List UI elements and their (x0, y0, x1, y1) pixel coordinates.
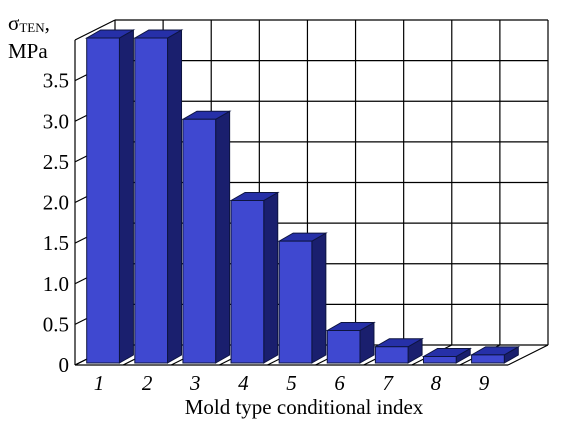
y-tick-label-7: 3.5 (43, 69, 69, 93)
bar-side-face (311, 232, 327, 364)
y-tick-label-5: 2.5 (43, 150, 69, 174)
gridline-floor-9 (507, 344, 549, 366)
y-tick-label-2: 1.0 (43, 272, 69, 296)
x-axis-title: Mold type conditional index (185, 395, 424, 419)
x-tick-label-1: 1 (94, 371, 105, 395)
bar-front-face (230, 200, 265, 364)
x-tick-label-7: 7 (382, 371, 394, 395)
labels-layer: 0 0.5 1.0 1.5 2.0 2.5 3.0 3.5 1 2 3 4 5 6 7 8 9 (43, 69, 490, 395)
x-tick-label-3: 3 (189, 371, 201, 395)
y-tick-label-1: 0.5 (43, 312, 69, 336)
bar-5 (277, 232, 328, 364)
x-tick-label-9: 9 (479, 371, 490, 395)
y-tick-label-0: 0 (59, 353, 70, 377)
bar-front-face (374, 346, 409, 364)
y-axis-title: σTEN, (8, 11, 50, 35)
bar-front-face (422, 356, 457, 364)
bar-side-face (167, 29, 183, 364)
side-wall-depth-8 (74, 19, 116, 41)
bar-2 (132, 29, 184, 364)
x-tick-label-5: 5 (286, 371, 297, 395)
bar-front-face (134, 37, 169, 364)
x-tick-label-2: 2 (142, 371, 153, 395)
bar-7 (373, 337, 424, 364)
bar-front-face (182, 118, 217, 364)
bars-layer (84, 29, 521, 364)
bar-side-face (118, 29, 134, 364)
x-tick-label-4: 4 (238, 371, 249, 395)
bar-front-face (86, 37, 120, 364)
bar-side-face (263, 191, 279, 364)
bar-1 (84, 29, 136, 364)
bar-front-face (326, 330, 361, 364)
bar-front-face (278, 240, 313, 364)
bar-6 (325, 321, 376, 364)
bar-8 (421, 347, 473, 364)
y-tick-label-6: 3.0 (43, 109, 69, 133)
bar-front-face (471, 354, 505, 364)
x-tick-label-8: 8 (431, 371, 442, 395)
y-tick-label-4: 2.0 (43, 191, 69, 215)
y-tick-label-3: 1.5 (43, 231, 69, 255)
bar-9 (469, 346, 521, 364)
x-tick-label-6: 6 (334, 371, 345, 395)
bar-3 (181, 110, 232, 364)
bar-side-face (215, 110, 231, 364)
bar-4 (229, 191, 280, 364)
y-axis-unit: MPa (8, 39, 48, 63)
